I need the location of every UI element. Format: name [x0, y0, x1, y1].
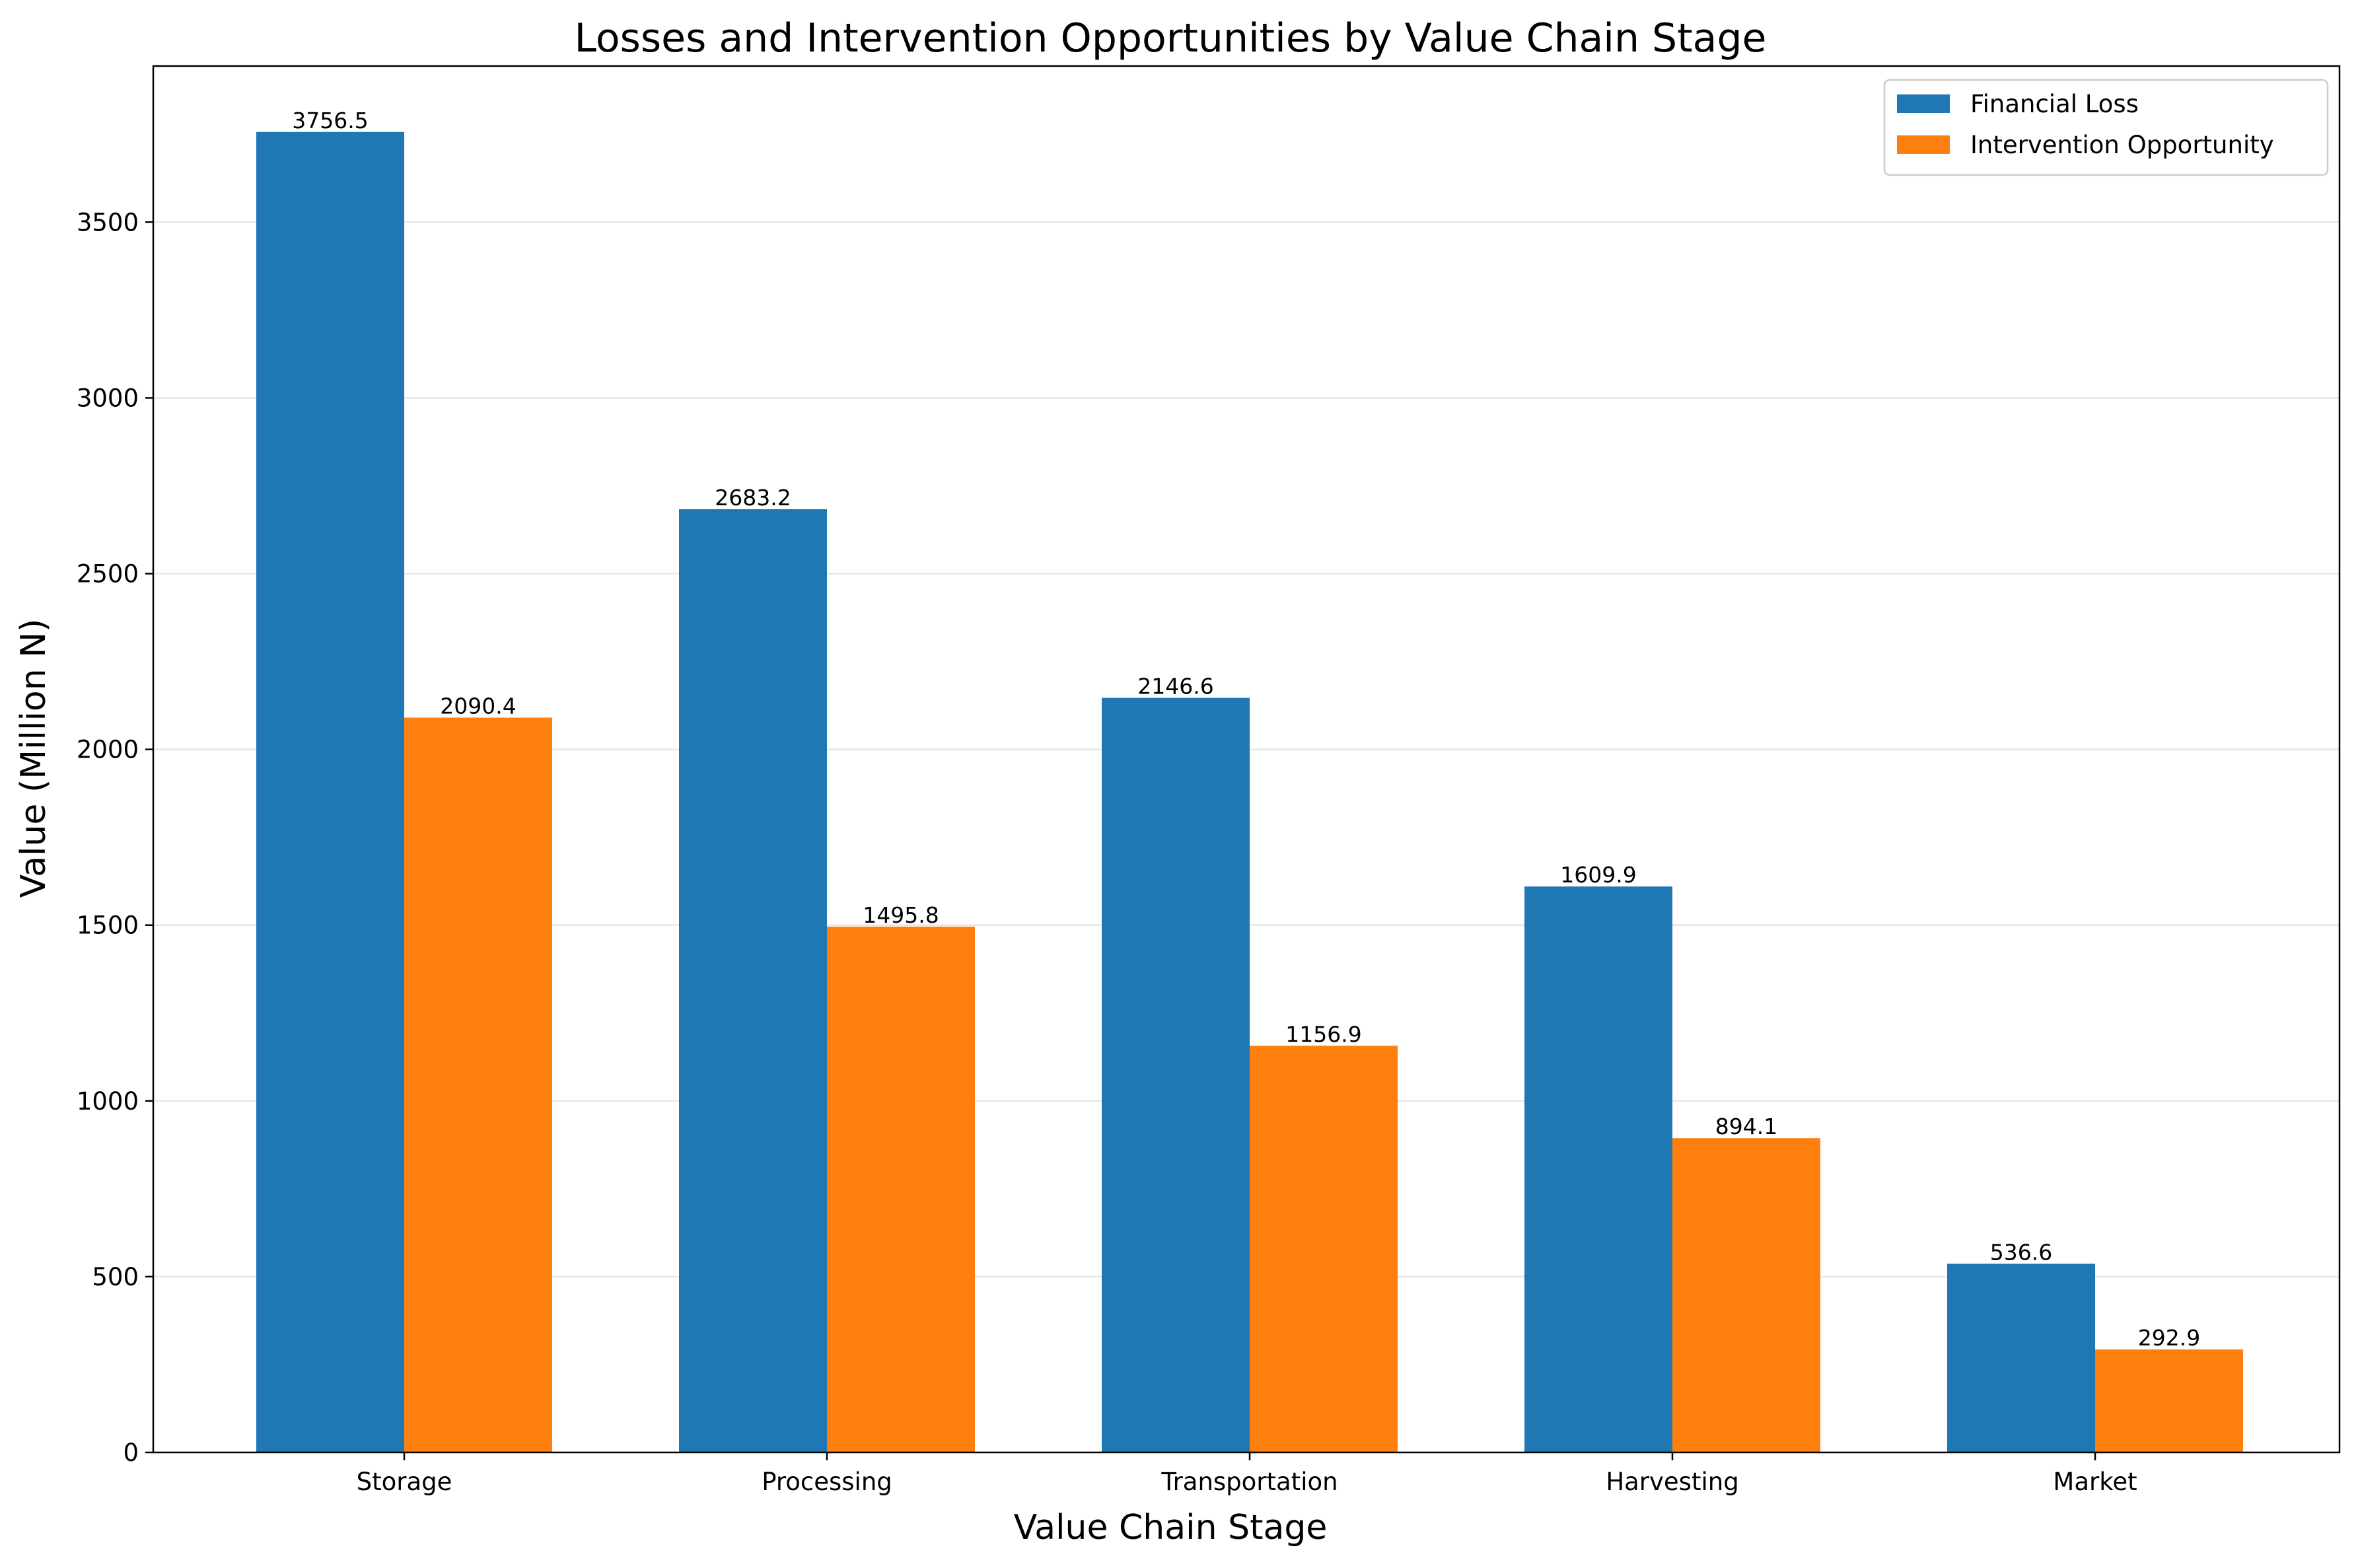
- x-tick-label: Market: [2053, 1468, 2137, 1496]
- bar-value-label: 2090.4: [440, 693, 516, 719]
- legend-entry-label: Financial Loss: [1970, 90, 2139, 118]
- y-axis-ticks: 0 500 1000 1500 2000 2500 3000 3500: [77, 208, 153, 1467]
- y-axis-label: Value (Million N): [14, 619, 54, 898]
- legend-swatch: [1897, 94, 1950, 113]
- bar-value-label: 1609.9: [1560, 862, 1636, 888]
- legend-box: [1883, 79, 2329, 176]
- bar-intervention-opportunity: [1672, 1138, 1820, 1452]
- y-tick-label: 2500: [77, 559, 139, 588]
- bar-intervention-opportunity: [1250, 1046, 1398, 1452]
- y-tick-label: 500: [92, 1263, 139, 1291]
- y-tick-label: 1500: [77, 911, 139, 940]
- bar-financial-loss: [1524, 886, 1672, 1452]
- bar-value-label: 2146.6: [1137, 674, 1213, 699]
- legend-swatch: [1897, 135, 1950, 154]
- bar-financial-loss: [1947, 1264, 2095, 1452]
- x-axis-label: Value Chain Stage: [1014, 1508, 1328, 1548]
- y-tick-label: 3000: [77, 384, 139, 412]
- bar-financial-loss: [679, 509, 827, 1452]
- x-tick-label: Processing: [762, 1468, 892, 1496]
- bars: [256, 131, 2243, 1453]
- y-tick-label: 2000: [77, 736, 139, 764]
- bar-value-label: 536.6: [1990, 1239, 2052, 1265]
- legend-entry-label: Intervention Opportunity: [1970, 131, 2274, 159]
- y-tick-label: 1000: [77, 1087, 139, 1116]
- bar-intervention-opportunity: [827, 926, 975, 1452]
- x-tick-label: Harvesting: [1606, 1468, 1738, 1496]
- x-axis-ticks: Storage Processing Transportation Harvestin…: [357, 1452, 2137, 1496]
- bar-financial-loss: [256, 131, 404, 1453]
- y-tick-label: 3500: [77, 208, 139, 236]
- bar-value-label: 2683.2: [715, 485, 791, 511]
- bar-value-label: 1495.8: [863, 902, 939, 928]
- bar-intervention-opportunity: [2095, 1349, 2243, 1452]
- bar-financial-loss: [1102, 697, 1250, 1452]
- bar-value-label: 1156.9: [1285, 1021, 1361, 1047]
- y-tick-label: 0: [123, 1439, 139, 1467]
- x-tick-label: Storage: [357, 1468, 452, 1496]
- chart-title: Losses and Intervention Opportunities by…: [575, 15, 1767, 61]
- bar-value-label: 292.9: [2138, 1325, 2200, 1351]
- legend: Financial Loss Intervention Opportunity: [1883, 79, 2329, 176]
- plot-area-frame: [152, 65, 2341, 1454]
- x-tick-label: Transportation: [1161, 1468, 1338, 1496]
- data-labels: 3756.5 2683.2 2146.6 1609.9 536.6 2090.4 1495.…: [292, 108, 2200, 1351]
- bar-value-label: 894.1: [1715, 1114, 1777, 1139]
- bar-value-label: 3756.5: [292, 108, 368, 133]
- bar-intervention-opportunity: [404, 717, 552, 1452]
